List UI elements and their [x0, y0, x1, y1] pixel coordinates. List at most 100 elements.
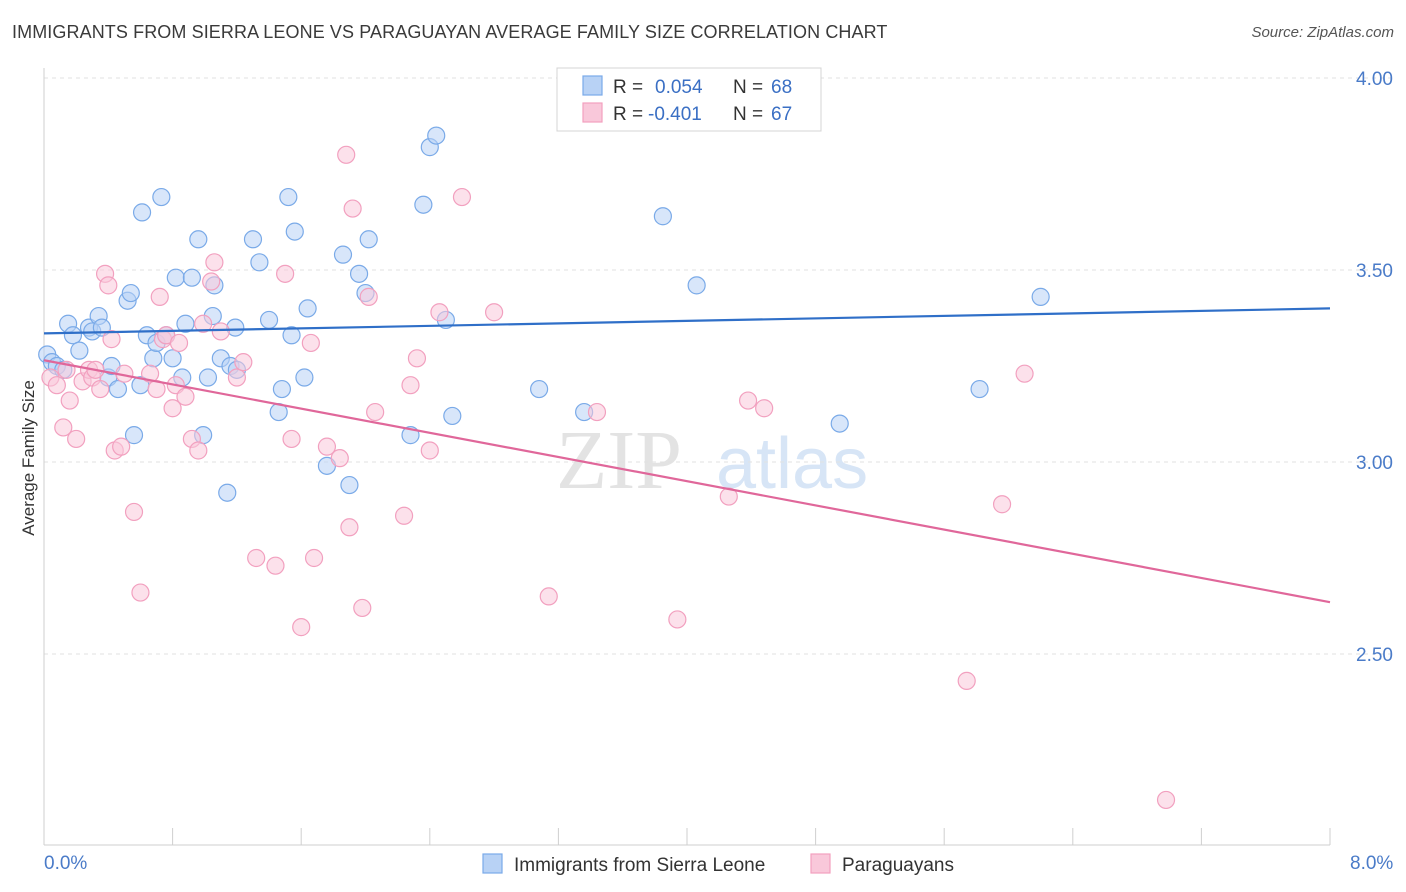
point-paraguayans	[1015, 364, 1034, 383]
point-sierra-leone	[272, 379, 292, 399]
point-sierra-leone	[653, 207, 672, 226]
point-paraguayans	[54, 418, 73, 437]
point-sierra-leone	[333, 245, 353, 264]
point-paraguayans	[169, 333, 189, 353]
point-paraguayans	[394, 506, 414, 525]
point-paraguayans	[102, 330, 121, 349]
point-paraguayans	[189, 441, 208, 460]
point-sierra-leone	[218, 483, 237, 502]
point-sierra-leone	[970, 379, 989, 399]
point-paraguayans	[957, 671, 976, 690]
legend-swatch-paraguayans	[582, 102, 603, 123]
chart-source: Source: ZipAtlas.com	[1251, 24, 1394, 41]
point-sierra-leone	[176, 314, 195, 333]
x-tick-label-max: 8.0%	[1350, 853, 1393, 874]
legend-swatch-sierra-leone	[582, 75, 603, 96]
bottom-legend: Immigrants from Sierra Leone Paraguayans	[482, 853, 954, 876]
point-paraguayans	[60, 391, 79, 410]
trend-lines	[43, 307, 1331, 604]
point-paraguayans	[150, 287, 169, 306]
point-sierra-leone	[198, 368, 218, 387]
point-paraguayans	[67, 429, 86, 449]
point-paraguayans	[140, 364, 160, 383]
point-paraguayans	[202, 272, 221, 291]
point-sierra-leone	[340, 475, 359, 495]
point-sierra-leone	[121, 283, 140, 303]
x-tick-label-min: 0.0%	[44, 853, 87, 874]
bottom-legend-label-paraguayans: Paraguayans	[842, 855, 954, 876]
point-paraguayans	[301, 333, 320, 353]
point-paraguayans	[330, 449, 349, 468]
point-paraguayans	[539, 587, 558, 606]
point-sierra-leone	[152, 187, 171, 207]
point-paraguayans	[738, 391, 758, 410]
point-sierra-leone	[414, 195, 433, 214]
point-sierra-leone	[687, 276, 706, 295]
point-sierra-leone	[70, 341, 89, 360]
point-sierra-leone	[298, 299, 317, 318]
point-sierra-leone	[349, 264, 369, 283]
point-paraguayans	[407, 349, 427, 368]
point-paraguayans	[359, 287, 378, 306]
point-paraguayans	[343, 199, 362, 218]
point-paraguayans	[194, 314, 213, 333]
legend-n-label-2: N =	[733, 104, 763, 125]
point-paraguayans	[266, 556, 285, 575]
legend-r-label-1: R =	[613, 77, 643, 98]
y-tick-labels: 2.50 3.00 3.50 4.00	[1356, 69, 1393, 666]
point-paraguayans	[668, 610, 687, 629]
trend-line-sierra-leone	[43, 307, 1331, 335]
point-sierra-leone	[359, 230, 378, 249]
point-paraguayans	[755, 399, 774, 418]
point-sierra-leone	[189, 230, 208, 249]
legend: R = 0.054 N = 68 R = -0.401 N = 67	[556, 67, 822, 132]
point-paraguayans	[176, 387, 195, 406]
point-paraguayans	[205, 253, 224, 272]
y-tick-label: 3.00	[1356, 453, 1393, 474]
point-paraguayans	[247, 548, 266, 568]
y-tick-label: 3.50	[1356, 261, 1393, 282]
point-paraguayans	[353, 598, 372, 618]
point-sierra-leone	[182, 268, 201, 287]
point-sierra-leone	[259, 310, 279, 330]
point-paraguayans	[124, 502, 144, 522]
legend-r-value-2: -0.401	[648, 104, 702, 125]
y-tick-label: 4.00	[1356, 69, 1393, 90]
point-sierra-leone	[166, 268, 185, 287]
point-paraguayans	[420, 441, 439, 460]
point-sierra-leone	[427, 126, 446, 145]
point-sierra-leone	[285, 222, 304, 241]
point-paraguayans	[131, 583, 150, 602]
bottom-legend-label-sierra-leone: Immigrants from Sierra Leone	[514, 855, 765, 876]
point-paraguayans	[1156, 790, 1176, 810]
point-paraguayans	[452, 187, 472, 207]
point-paraguayans	[99, 276, 118, 295]
point-paraguayans	[430, 303, 449, 322]
point-sierra-leone	[530, 379, 549, 399]
legend-n-value-2: 67	[771, 104, 792, 125]
legend-r-value-1: 0.054	[655, 77, 703, 98]
point-sierra-leone	[250, 253, 269, 272]
point-paraguayans	[163, 399, 182, 418]
point-paraguayans	[234, 353, 253, 372]
point-paraguayans	[112, 437, 131, 456]
point-paraguayans	[992, 495, 1012, 514]
point-paraguayans	[366, 402, 385, 422]
series-sierra-leone-points	[38, 126, 1050, 502]
point-sierra-leone	[132, 203, 152, 222]
point-paraguayans	[91, 379, 110, 399]
point-paraguayans	[317, 437, 337, 456]
point-sierra-leone	[279, 187, 298, 207]
point-paraguayans	[485, 303, 504, 322]
point-sierra-leone	[144, 349, 163, 368]
point-paraguayans	[282, 429, 301, 449]
legend-r-label-2: R =	[613, 104, 643, 125]
series-paraguayans-points	[41, 145, 1176, 810]
point-paraguayans	[276, 264, 295, 283]
point-paraguayans	[340, 518, 359, 537]
point-paraguayans	[227, 368, 246, 387]
point-paraguayans	[587, 402, 607, 422]
point-paraguayans	[401, 376, 420, 395]
point-sierra-leone	[830, 414, 849, 433]
legend-n-label-1: N =	[733, 77, 763, 98]
